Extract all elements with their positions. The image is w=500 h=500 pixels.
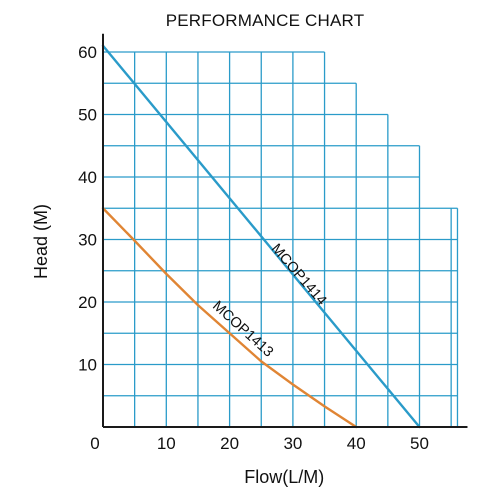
tick-layer: 0 10 20 30 40 50 10 20 30 40 50 60 [78, 43, 429, 453]
x-tick-label: 40 [347, 434, 366, 453]
y-axis-label: Head (M) [31, 204, 51, 279]
x-tick-label: 50 [410, 434, 429, 453]
x-axis-label: Flow(L/M) [244, 467, 324, 487]
x-tick-label: 20 [220, 434, 239, 453]
chart-title: PERFORMANCE CHART [165, 11, 365, 30]
y-tick-label: 20 [78, 293, 97, 312]
x-tick-label: 30 [283, 434, 302, 453]
series-label-mcop1414: MCOP1414 [268, 241, 330, 309]
y-tick-label: 50 [78, 106, 97, 125]
grid-layer [103, 51, 459, 427]
y-tick-label: 40 [78, 168, 97, 187]
series-line-mcop1413 [101, 207, 358, 429]
axis-layer [102, 33, 468, 428]
y-tick-label: 10 [78, 356, 97, 375]
series-layer [101, 44, 421, 429]
x-tick-label: 10 [157, 434, 176, 453]
series-line-mcop1414 [101, 44, 421, 429]
y-tick-label: 60 [78, 43, 97, 62]
y-tick-label: 30 [78, 231, 97, 250]
series-label-mcop1413: MCOP1413 [209, 298, 276, 361]
x-tick-label: 0 [90, 434, 99, 453]
